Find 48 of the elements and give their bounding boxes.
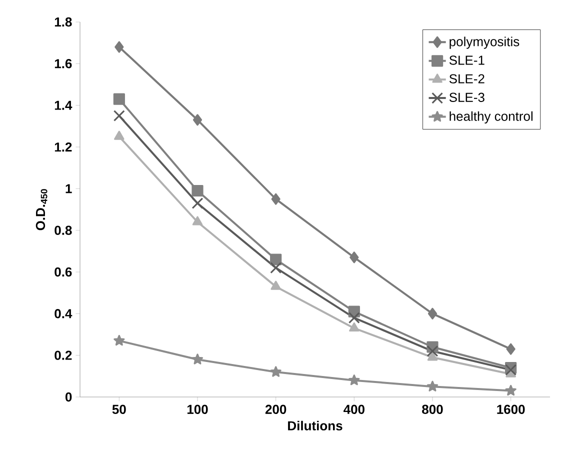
legend-label: SLE-2	[449, 74, 484, 84]
x-tick-label: 400	[344, 404, 364, 414]
point	[506, 343, 516, 355]
x-tick-label: 50	[112, 404, 126, 414]
legend-label: healthy control	[450, 111, 532, 124]
point	[270, 280, 281, 290]
y-tick-label: 1.4	[54, 100, 72, 110]
y-tick-label: 0.4	[54, 309, 72, 318]
point	[192, 354, 204, 364]
x-axis-title: Dilutions	[288, 420, 342, 430]
y-tick-label: 1.2	[54, 142, 72, 152]
point	[426, 380, 438, 392]
point	[505, 384, 516, 396]
point	[192, 216, 203, 226]
point	[114, 41, 124, 53]
x-tick-label: 800	[422, 404, 443, 414]
point	[192, 197, 204, 209]
point	[113, 93, 125, 105]
y-tick-label: 0	[65, 392, 72, 402]
y-tick-label: 1.6	[54, 59, 72, 68]
legend-label: SLE-1	[449, 56, 484, 65]
y-tick-label: 1.8	[54, 17, 72, 27]
y-tick-label: 0.6	[54, 267, 72, 277]
legend-label: SLE-3	[449, 92, 484, 102]
x-tick-label: 1600	[497, 404, 525, 414]
y-axis-title: O.D.$_{450}$	[36, 189, 48, 230]
point	[350, 252, 359, 264]
point	[270, 366, 282, 377]
y-tick-label: 1	[66, 184, 72, 194]
point	[270, 262, 282, 274]
point	[192, 114, 202, 126]
point	[271, 193, 280, 205]
point	[428, 308, 438, 320]
point	[427, 352, 438, 361]
x-tick-label: 100	[187, 404, 208, 414]
point	[349, 322, 360, 332]
point	[426, 345, 438, 357]
y-tick-label: 0.2	[54, 350, 72, 360]
point	[113, 110, 125, 122]
legend-label: polymyositis	[450, 36, 520, 49]
y-tick-label: 0.8	[54, 226, 72, 235]
point	[192, 184, 204, 197]
point	[114, 334, 125, 346]
point	[270, 254, 282, 266]
point	[348, 312, 360, 324]
x-tick-label: 200	[265, 404, 286, 414]
point	[348, 374, 360, 386]
point	[114, 130, 124, 140]
